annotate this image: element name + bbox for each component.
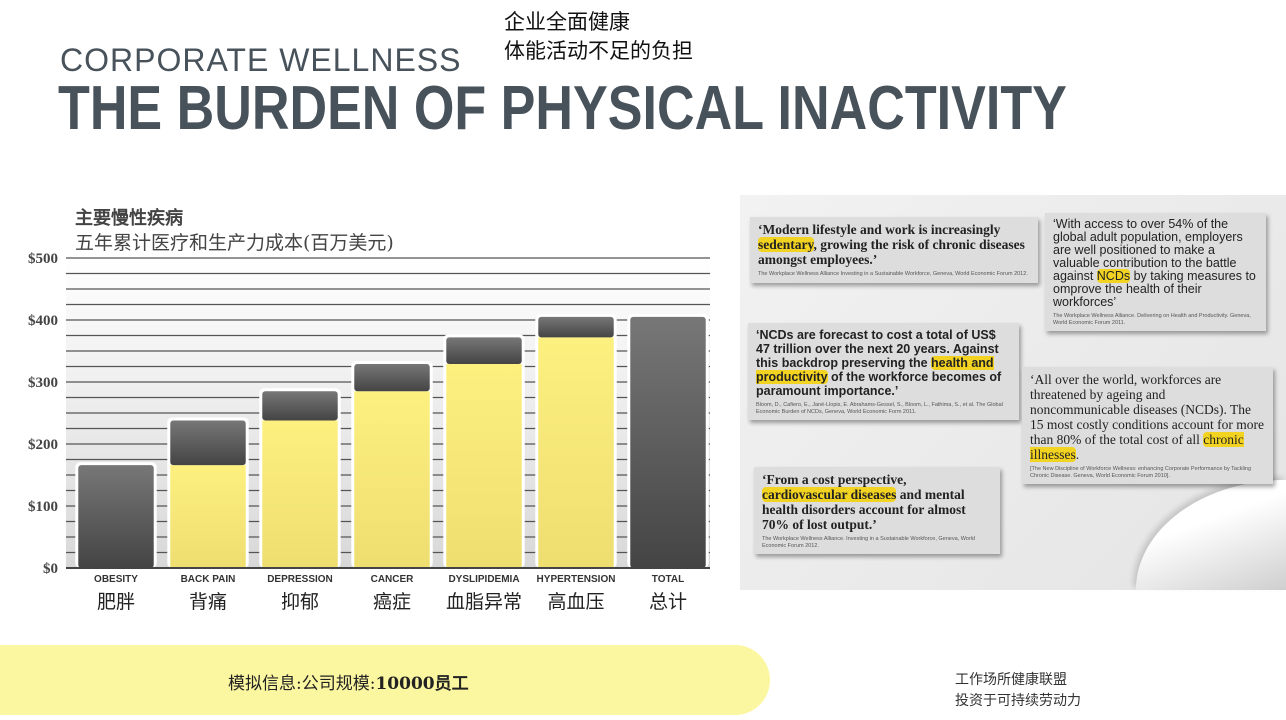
- quote-text: ‘Modern lifestyle and work is increasing…: [758, 222, 1001, 237]
- slide-title: THE BURDEN OF PHYSICAL INACTIVITY: [58, 74, 1067, 143]
- y-tick-label: $100: [28, 499, 58, 515]
- cn-title-line1: 企业全面健康: [504, 10, 630, 34]
- x-category-label-cn: 癌症: [373, 591, 411, 613]
- bar-increment-segment: [170, 420, 246, 466]
- quote-text: ‘From a cost perspective,: [762, 472, 907, 487]
- bar-base-segment: [170, 465, 246, 568]
- bar-increment-segment: [630, 316, 706, 568]
- bar-increment-segment: [78, 465, 154, 568]
- quotes-image: ‘Modern lifestyle and work is increasing…: [740, 195, 1286, 590]
- quote-text: by taking measures to omprove the health…: [1053, 269, 1256, 309]
- footer-line1: 工作场所健康联盟: [955, 672, 1067, 688]
- quote-text: of the workforce becomes of paramount im…: [756, 370, 1002, 398]
- quote-clipping: ‘Modern lifestyle and work is increasing…: [750, 217, 1038, 283]
- bar-increment-segment: [262, 391, 338, 421]
- quote-text: and mental health disorders account for …: [762, 487, 966, 532]
- quote-source: The Workplace Wellness Alliance. Investi…: [762, 536, 975, 549]
- footer-org: 工作场所健康联盟 投资于可持续劳动力: [955, 670, 1081, 712]
- quote-highlight: cardiovascular diseases: [762, 487, 897, 502]
- x-category-label-cn: 高血压: [547, 591, 604, 613]
- bar-base-segment: [262, 420, 338, 568]
- bar-increment-segment: [446, 337, 522, 365]
- bar-base-segment: [538, 337, 614, 568]
- x-category-label-cn: 总计: [649, 591, 687, 613]
- x-category-label-cn: 肥胖: [97, 591, 135, 613]
- x-category-label: CANCER: [371, 574, 415, 585]
- x-category-label-cn: 背痛: [189, 591, 227, 613]
- quote-clipping: ‘All over the world, workforces are thre…: [1022, 367, 1273, 484]
- banner-bold-text: 10000员工: [375, 674, 469, 694]
- simulation-banner: 模拟信息:公司规模:10000员工: [0, 645, 770, 715]
- waterfall-chart: $0 $100 $200 $300 $400 $500 OBESITY 肥胖 BACK PAIN…: [28, 251, 710, 613]
- y-tick-label: $300: [28, 375, 58, 391]
- bar-increment-segment: [354, 364, 430, 392]
- x-category-label: OBESITY: [94, 574, 138, 585]
- quote-source: Bloom, D., Cafiero, E., Jané-Llopis, E. …: [756, 402, 1003, 415]
- quote-clipping: ‘From a cost perspective, cardiovascular…: [754, 467, 1000, 554]
- slide-subtitle: CORPORATE WELLNESS: [60, 42, 462, 78]
- chart-subtitle: 五年累计医疗和生产力成本(百万美元): [75, 232, 394, 254]
- bar-increment-segment: [538, 316, 614, 338]
- x-category-label-cn: 抑郁: [281, 591, 319, 613]
- quote-text: , growing the risk of chronic diseases a…: [758, 237, 1025, 267]
- x-category-label: TOTAL: [652, 574, 684, 585]
- quote-source: The Workplace Wellness Alliance Investin…: [758, 271, 1028, 277]
- quote-text: ‘All over the world, workforces are thre…: [1030, 372, 1264, 447]
- bar-base-segment: [354, 391, 430, 568]
- quote-clipping: ‘With access to over 54% of the global a…: [1045, 213, 1266, 331]
- quote-text: ‘With access to over 54% of the global a…: [1053, 217, 1243, 283]
- chart-title: 主要慢性疾病: [75, 208, 183, 229]
- quote-text: ‘NCDs are forecast to cost a total of US…: [756, 328, 999, 370]
- footer-line2: 投资于可持续劳动力: [955, 693, 1081, 709]
- x-category-label: DEPRESSION: [267, 574, 333, 585]
- y-tick-label: $200: [28, 437, 58, 453]
- quote-clipping: ‘NCDs are forecast to cost a total of US…: [748, 323, 1019, 420]
- chinese-title: 企业全面健康体能活动不足的负担: [504, 8, 693, 66]
- x-category-label: DYSLIPIDEMIA: [448, 574, 519, 585]
- page-curl: [1136, 480, 1286, 590]
- cn-title-line2: 体能活动不足的负担: [504, 39, 693, 63]
- y-tick-label: $500: [28, 251, 58, 267]
- y-tick-label: $400: [28, 313, 58, 329]
- quote-highlight: sedentary: [758, 237, 814, 252]
- x-category-label: HYPERTENSION: [537, 574, 616, 585]
- x-category-label: BACK PAIN: [181, 574, 236, 585]
- bar-base-segment: [446, 364, 522, 568]
- x-category-label-cn: 血脂异常: [446, 591, 522, 613]
- quote-text: .: [1075, 447, 1080, 462]
- quote-source: [The New Discipline of Workforce Wellnes…: [1030, 466, 1252, 479]
- banner-text: 模拟信息:公司规模:: [228, 674, 376, 694]
- quote-highlight: NCDs: [1096, 269, 1131, 283]
- quote-source: The Workplace Wellness Alliance. Deliver…: [1053, 313, 1251, 326]
- y-tick-label: $0: [43, 561, 58, 577]
